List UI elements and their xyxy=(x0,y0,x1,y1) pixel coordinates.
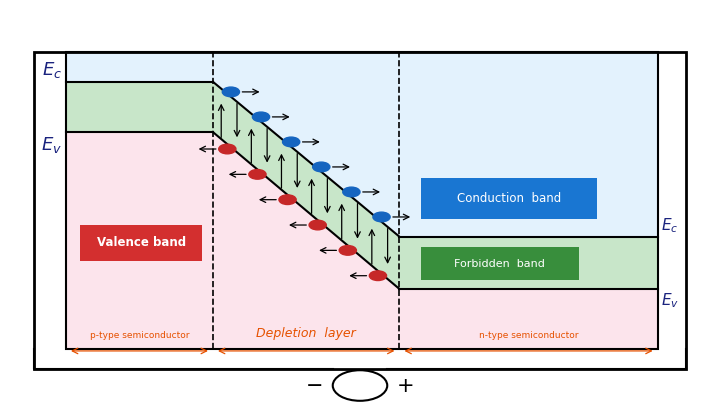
Text: $E_v$: $E_v$ xyxy=(41,135,63,156)
Text: $E_v$: $E_v$ xyxy=(661,291,679,310)
Polygon shape xyxy=(66,132,213,349)
Polygon shape xyxy=(400,289,657,349)
Circle shape xyxy=(222,87,240,97)
Text: +: + xyxy=(397,375,414,396)
Circle shape xyxy=(309,220,326,230)
Bar xyxy=(81,225,202,261)
Text: Conduction  band: Conduction band xyxy=(456,192,561,205)
Polygon shape xyxy=(66,82,213,132)
Bar xyxy=(66,52,657,349)
Circle shape xyxy=(369,271,387,281)
Circle shape xyxy=(219,144,236,154)
Bar xyxy=(34,52,686,369)
Polygon shape xyxy=(400,237,657,289)
Bar xyxy=(421,247,579,280)
Text: Forbidden  band: Forbidden band xyxy=(454,259,545,269)
Polygon shape xyxy=(213,82,400,289)
Circle shape xyxy=(249,170,266,179)
Circle shape xyxy=(253,112,269,122)
Polygon shape xyxy=(66,52,213,82)
Circle shape xyxy=(279,195,296,205)
Text: Valence band: Valence band xyxy=(96,236,186,249)
Polygon shape xyxy=(213,132,400,349)
Text: $E_c$: $E_c$ xyxy=(42,60,63,80)
Text: n-type semiconductor: n-type semiconductor xyxy=(479,331,578,341)
Text: Depletion  layer: Depletion layer xyxy=(256,328,356,341)
Text: $E_c$: $E_c$ xyxy=(661,216,678,234)
Circle shape xyxy=(282,137,300,147)
Polygon shape xyxy=(213,52,400,237)
Circle shape xyxy=(312,162,330,172)
Circle shape xyxy=(373,212,390,222)
Circle shape xyxy=(339,245,356,255)
Bar xyxy=(421,178,597,219)
Text: −: − xyxy=(306,375,323,396)
Polygon shape xyxy=(400,52,657,237)
Text: p-type semiconductor: p-type semiconductor xyxy=(90,331,189,341)
Circle shape xyxy=(343,187,360,197)
